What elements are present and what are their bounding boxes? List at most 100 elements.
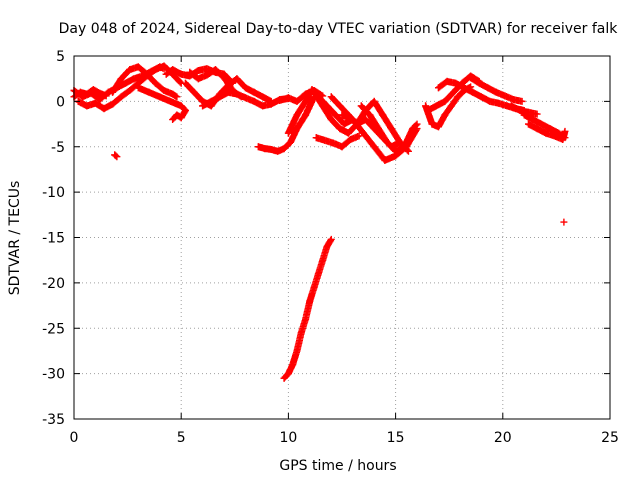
data-point	[109, 100, 117, 108]
data-point	[267, 100, 275, 108]
data-point	[467, 74, 475, 82]
data-point	[321, 136, 329, 144]
data-point	[533, 110, 541, 118]
data-point	[117, 75, 125, 83]
y-tick-label: -15	[42, 231, 65, 247]
data-point	[173, 93, 181, 101]
data-point	[338, 111, 346, 119]
data-point	[293, 125, 301, 133]
data-point	[261, 145, 269, 153]
data-point	[546, 125, 554, 133]
data-point	[366, 111, 374, 119]
data-point	[259, 93, 267, 101]
data-point	[327, 93, 335, 101]
x-tick-label: 5	[177, 430, 186, 446]
data-point	[134, 63, 142, 71]
data-point	[207, 97, 215, 105]
data-point	[370, 143, 378, 151]
data-point	[460, 86, 468, 94]
data-point	[100, 105, 108, 113]
data-trail	[312, 133, 362, 151]
series-arc-21	[467, 74, 526, 105]
data-point	[199, 102, 207, 110]
data-point	[177, 114, 185, 122]
data-point	[379, 111, 387, 119]
y-axis-label: SDTVAR / TECUs	[7, 181, 23, 296]
data-point	[518, 97, 526, 105]
data-point	[510, 96, 518, 104]
series-arc-23	[525, 120, 569, 143]
data-point	[392, 147, 400, 155]
data-point	[113, 153, 121, 161]
data-point	[151, 66, 159, 74]
data-point	[381, 156, 389, 164]
data-point	[169, 66, 177, 74]
data-point	[280, 145, 288, 153]
data-point	[76, 88, 84, 96]
x-tick-label: 10	[279, 430, 297, 446]
data-point	[319, 102, 327, 110]
data-point	[242, 84, 250, 92]
data-point	[242, 94, 250, 102]
series-arc-10	[276, 86, 327, 105]
data-point	[306, 297, 314, 305]
data-point	[492, 88, 500, 96]
y-tick-label: 5	[56, 49, 65, 65]
data-point	[486, 97, 494, 105]
y-tick-label: 0	[56, 94, 65, 110]
series-outlier-2	[560, 218, 568, 226]
data-point	[254, 143, 262, 151]
data-point	[173, 111, 181, 119]
data-point	[190, 88, 198, 96]
data-point	[383, 138, 391, 146]
data-point	[284, 370, 292, 378]
data-point	[166, 97, 174, 105]
data-point	[422, 102, 430, 110]
data-point	[169, 116, 177, 124]
data-point	[297, 329, 305, 337]
data-point	[177, 70, 185, 78]
data-point	[169, 90, 177, 98]
data-point	[560, 218, 568, 226]
data-point	[314, 270, 322, 278]
data-point	[495, 99, 503, 107]
data-point	[96, 89, 104, 97]
data-point	[216, 93, 224, 101]
data-point	[293, 111, 301, 119]
data-point	[160, 62, 168, 70]
data-point	[475, 79, 483, 87]
data-point	[276, 96, 284, 104]
data-point	[302, 111, 310, 119]
data-point	[355, 132, 363, 140]
data-point	[484, 84, 492, 92]
data-point	[443, 77, 451, 85]
data-point	[102, 92, 110, 100]
data-point	[432, 102, 440, 110]
data-layer	[70, 62, 569, 382]
data-point	[434, 84, 442, 92]
data-point	[516, 106, 524, 114]
data-point	[550, 132, 558, 140]
data-point	[145, 88, 153, 96]
series-arc-17	[357, 102, 421, 155]
y-tick-label: -20	[42, 276, 65, 292]
data-point	[293, 97, 301, 105]
series-arc-24	[507, 102, 541, 118]
data-point	[151, 79, 159, 87]
data-point	[374, 125, 382, 133]
data-point	[312, 134, 320, 142]
data-point	[289, 361, 297, 369]
data-point	[109, 88, 117, 96]
data-point	[404, 147, 412, 155]
data-point	[156, 93, 164, 101]
data-point	[344, 129, 352, 137]
data-point	[359, 129, 367, 137]
data-point	[212, 66, 220, 74]
data-point	[83, 102, 91, 110]
data-point	[267, 145, 275, 153]
data-point	[323, 243, 331, 251]
data-point	[409, 125, 417, 133]
data-point	[259, 102, 267, 110]
data-point	[533, 125, 541, 133]
series-arc-04	[109, 63, 181, 101]
